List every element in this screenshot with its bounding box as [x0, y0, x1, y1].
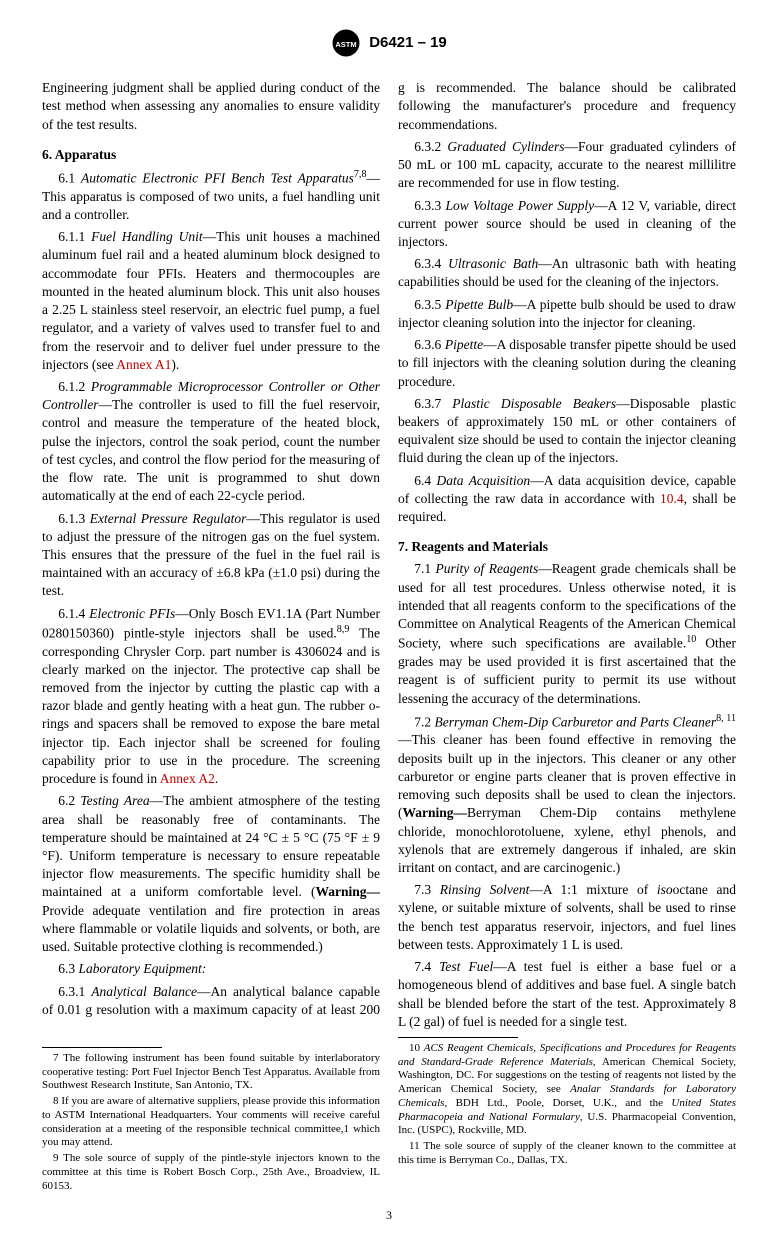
clause-6-1: 6.1 Automatic Electronic PFI Bench Test …: [42, 168, 380, 224]
ref-10-4-link[interactable]: 10.4: [660, 491, 684, 506]
clause-6-3-6: 6.3.6 Pipette—A disposable transfer pipe…: [398, 336, 736, 391]
clause-6-3-7: 6.3.7 Plastic Disposable Beakers—Disposa…: [398, 395, 736, 468]
clause-7-3: 7.3 Rinsing Solvent—A 1:1 mixture of iso…: [398, 881, 736, 954]
svg-text:ASTM: ASTM: [336, 40, 357, 49]
footnote-rule-left: [42, 1047, 162, 1048]
standard-designation: D6421 – 19: [369, 33, 447, 53]
clause-6-4: 6.4 Data Acquisition—A data acquisition …: [398, 472, 736, 527]
footnote-7: 7 The following instrument has been foun…: [42, 1052, 380, 1093]
footnote-rule-right: [398, 1037, 518, 1038]
annex-a1-link[interactable]: Annex A1: [116, 357, 171, 372]
section-7-heading: 7. Reagents and Materials: [398, 538, 736, 556]
footnote-11: 11 The sole source of supply of the clea…: [398, 1140, 736, 1168]
clause-6-1-4: 6.1.4 Electronic PFIs—Only Bosch EV1.1A …: [42, 605, 380, 789]
astm-logo-icon: ASTM: [331, 28, 361, 58]
clause-6-1-1: 6.1.1 Fuel Handling Unit—This unit house…: [42, 228, 380, 374]
page-header: ASTM D6421 – 19: [42, 28, 736, 63]
clause-7-1: 7.1 Purity of Reagents—Reagent grade che…: [398, 560, 736, 707]
annex-a2-link[interactable]: Annex A2: [160, 771, 215, 786]
footnote-10: 10 ACS Reagent Chemicals, Specifications…: [398, 1042, 736, 1138]
clause-6-3: 6.3 Laboratory Equipment:: [42, 960, 380, 978]
section-6-heading: 6. Apparatus: [42, 146, 380, 164]
clause-7-4: 7.4 Test Fuel—A test fuel is either a ba…: [398, 958, 736, 1031]
clause-6-2: 6.2 Testing Area—The ambient atmosphere …: [42, 792, 380, 956]
clause-6-3-5: 6.3.5 Pipette Bulb—A pipette bulb should…: [398, 296, 736, 332]
clause-6-1-2: 6.1.2 Programmable Microprocessor Contro…: [42, 378, 380, 506]
clause-6-3-3: 6.3.3 Low Voltage Power Supply—A 12 V, v…: [398, 197, 736, 252]
clause-6-3-4: 6.3.4 Ultrasonic Bath—An ultrasonic bath…: [398, 255, 736, 291]
intro-paragraph: Engineering judgment shall be applied du…: [42, 79, 380, 134]
clause-6-1-3: 6.1.3 External Pressure Regulator—This r…: [42, 510, 380, 601]
clause-7-2: 7.2 Berryman Chem-Dip Carburetor and Par…: [398, 712, 736, 877]
footnotes-block: 7 The following instrument has been foun…: [42, 1037, 736, 1194]
clause-6-3-2: 6.3.2 Graduated Cylinders—Four graduated…: [398, 138, 736, 193]
footnote-8: 8 If you are aware of alternative suppli…: [42, 1095, 380, 1150]
footnote-9: 9 The sole source of supply of the pintl…: [42, 1152, 380, 1193]
body-columns: Engineering judgment shall be applied du…: [42, 79, 736, 1031]
page-number: 3: [42, 1207, 736, 1223]
